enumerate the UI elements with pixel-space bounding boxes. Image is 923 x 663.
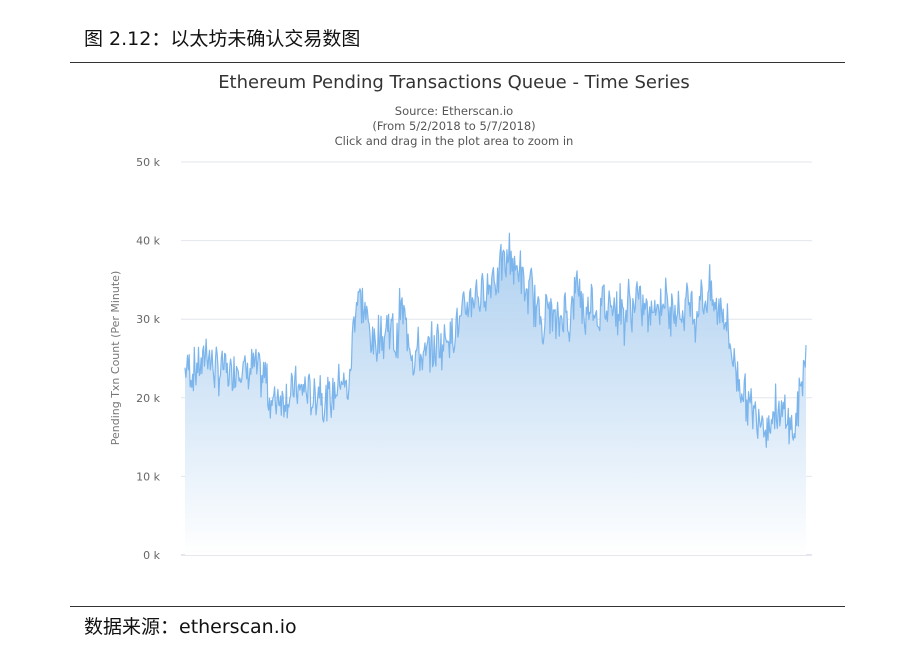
chart-title: Ethereum Pending Transactions Queue - Ti…	[218, 72, 690, 93]
bottom-divider	[70, 606, 845, 607]
chart-subtitle-range: (From 5/2/2018 to 5/7/2018)	[372, 119, 535, 133]
chart-subtitle-hint: Click and drag in the plot area to zoom …	[335, 134, 574, 148]
y-tick-label: 10 k	[136, 470, 160, 483]
figure-source: 数据来源：etherscan.io	[84, 616, 297, 638]
y-axis-ticks: 0 k 10 k 20 k 30 k 40 k 50 k	[136, 156, 160, 562]
chart-subtitle-source: Source: Etherscan.io	[395, 104, 513, 118]
series-area-fill	[185, 233, 806, 555]
series-line[interactable]	[184, 232, 807, 448]
y-tick-label: 40 k	[136, 235, 160, 248]
y-tick-label: 20 k	[136, 392, 160, 405]
y-tick-label: 50 k	[136, 156, 160, 169]
y-axis-label: Pending Txn Count (Per Minute)	[109, 271, 122, 446]
chart[interactable]: Ethereum Pending Transactions Queue - Ti…	[0, 0, 923, 600]
top-divider	[70, 62, 845, 63]
y-tick-label: 0 k	[143, 549, 160, 562]
figure-title: 图 2.12：以太坊未确认交易数图	[84, 28, 361, 50]
y-tick-label: 30 k	[136, 313, 160, 326]
